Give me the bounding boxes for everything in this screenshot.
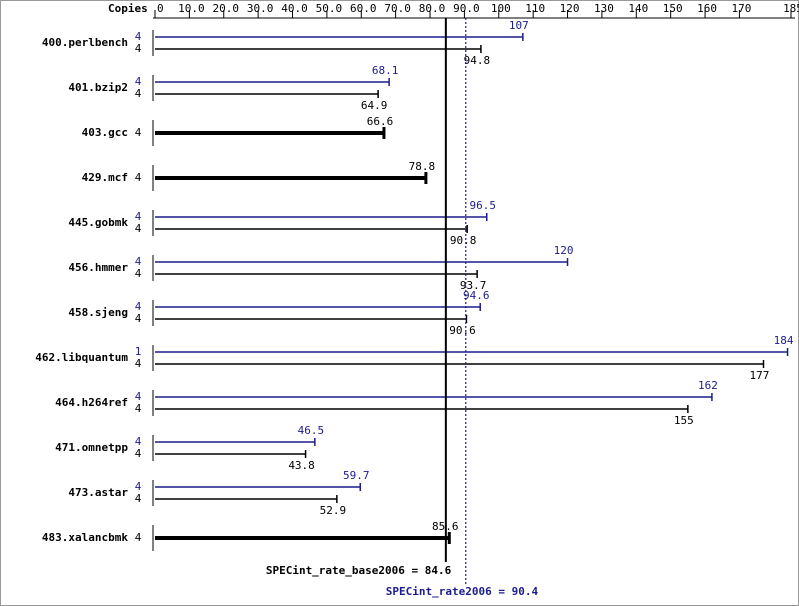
value-label: 107 bbox=[509, 19, 529, 32]
x-tick-label: 110 bbox=[525, 2, 545, 15]
copies-label: 4 bbox=[135, 435, 142, 448]
x-tick-label: 140 bbox=[628, 2, 648, 15]
x-tick-label: 160 bbox=[697, 2, 717, 15]
value-label: 68.1 bbox=[372, 64, 399, 77]
x-tick-label: 10.0 bbox=[178, 2, 205, 15]
value-label: 94.6 bbox=[463, 289, 490, 302]
category-label: 462.libquantum bbox=[35, 351, 128, 364]
x-tick-label: 150 bbox=[663, 2, 683, 15]
category-label: 483.xalancbmk bbox=[42, 531, 128, 544]
category-label: 464.h264ref bbox=[55, 396, 128, 409]
value-label: 43.8 bbox=[288, 459, 315, 472]
value-label: 90.6 bbox=[449, 324, 476, 337]
category-label: 400.perlbench bbox=[42, 36, 128, 49]
category-label: 403.gcc bbox=[82, 126, 128, 139]
x-tick-label: 80.0 bbox=[419, 2, 446, 15]
copies-label: 4 bbox=[135, 222, 142, 235]
x-tick-label: 100 bbox=[491, 2, 511, 15]
x-tick-label: 60.0 bbox=[350, 2, 377, 15]
x-tick-label: 120 bbox=[560, 2, 580, 15]
copies-label: 4 bbox=[135, 210, 142, 223]
x-tick-label: 20.0 bbox=[213, 2, 240, 15]
category-label: 471.omnetpp bbox=[55, 441, 128, 454]
value-label: 59.7 bbox=[343, 469, 370, 482]
copies-label: 4 bbox=[135, 402, 142, 415]
copies-label: 4 bbox=[135, 312, 142, 325]
copies-label: 4 bbox=[135, 126, 142, 139]
copies-label: 1 bbox=[135, 345, 142, 358]
copies-label: 4 bbox=[135, 300, 142, 313]
x-tick-label: 90.0 bbox=[453, 2, 480, 15]
x-tick-label: 30.0 bbox=[247, 2, 274, 15]
x-tick-label: 50.0 bbox=[316, 2, 343, 15]
value-label: 120 bbox=[554, 244, 574, 257]
reference-label: SPECint_rate2006 = 90.4 bbox=[386, 585, 539, 598]
value-label: 46.5 bbox=[298, 424, 325, 437]
copies-label: 4 bbox=[135, 267, 142, 280]
x-tick-label: 130 bbox=[594, 2, 614, 15]
copies-label: 4 bbox=[135, 447, 142, 460]
value-label: 52.9 bbox=[320, 504, 347, 517]
x-tick-label: 40.0 bbox=[281, 2, 308, 15]
value-label: 184 bbox=[774, 334, 794, 347]
value-label: 94.8 bbox=[464, 54, 491, 67]
category-label: 429.mcf bbox=[82, 171, 128, 184]
category-label: 445.gobmk bbox=[68, 216, 128, 229]
x-tick-label: 70.0 bbox=[384, 2, 411, 15]
copies-label: 4 bbox=[135, 480, 142, 493]
x-tick-label: 185 bbox=[783, 2, 799, 15]
category-label: 456.hmmer bbox=[68, 261, 128, 274]
value-label: 155 bbox=[674, 414, 694, 427]
reference-label: SPECint_rate_base2006 = 84.6 bbox=[266, 564, 452, 577]
value-label: 64.9 bbox=[361, 99, 388, 112]
copies-label: 4 bbox=[135, 492, 142, 505]
copies-label: 4 bbox=[135, 531, 142, 544]
category-label: 401.bzip2 bbox=[68, 81, 128, 94]
value-label: 93.7 bbox=[460, 279, 487, 292]
copies-label: 4 bbox=[135, 42, 142, 55]
value-label: 162 bbox=[698, 379, 718, 392]
value-label: 177 bbox=[750, 369, 770, 382]
value-label: 78.8 bbox=[409, 160, 436, 173]
value-label: 66.6 bbox=[367, 115, 394, 128]
x-tick-label: 170 bbox=[731, 2, 751, 15]
category-label: 473.astar bbox=[68, 486, 128, 499]
copies-label: 4 bbox=[135, 171, 142, 184]
copies-label: 4 bbox=[135, 357, 142, 370]
copies-label: 4 bbox=[135, 255, 142, 268]
value-label: 96.5 bbox=[470, 199, 497, 212]
copies-label: 4 bbox=[135, 87, 142, 100]
copies-label: 4 bbox=[135, 30, 142, 43]
copies-label: 4 bbox=[135, 390, 142, 403]
value-label: 90.8 bbox=[450, 234, 477, 247]
x-tick-label: 0 bbox=[157, 2, 164, 15]
category-label: 458.sjeng bbox=[68, 306, 128, 319]
axis-label: Copies bbox=[108, 2, 148, 15]
copies-label: 4 bbox=[135, 75, 142, 88]
